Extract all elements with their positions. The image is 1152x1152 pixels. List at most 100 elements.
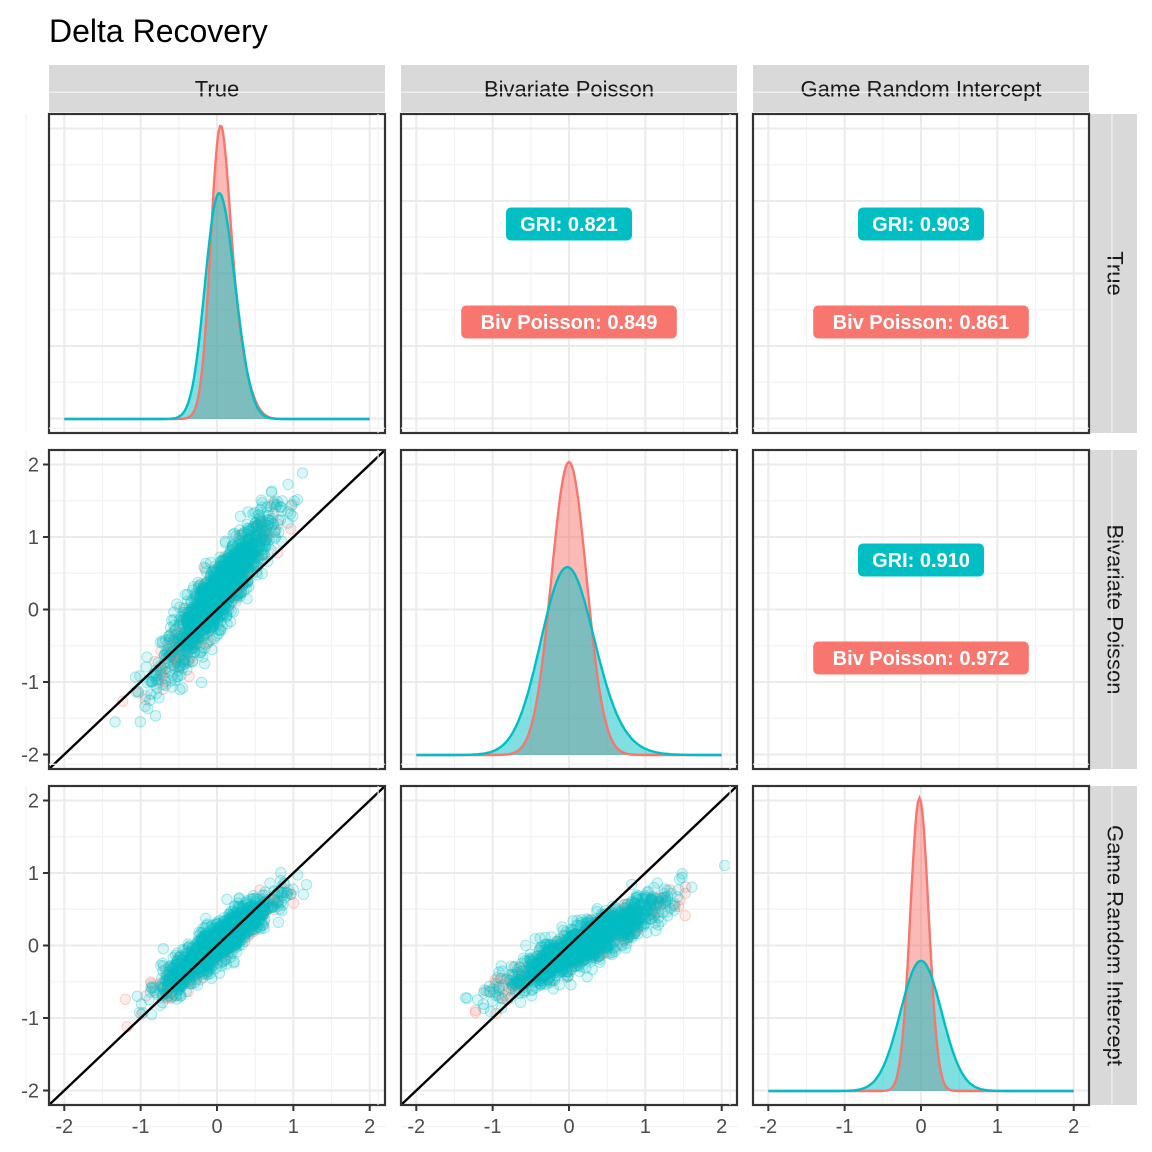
point-gri [197,585,210,598]
point-gri [216,590,228,602]
point-biv-poisson [217,574,229,586]
point-gri [211,582,223,594]
point-gri [219,535,231,547]
point-gri [204,634,217,646]
panel-grid: True Bivariate Poisson Game Random Interce… [21,65,1137,1138]
point-gri [243,541,255,554]
point-gri [257,524,269,537]
point-gri [208,583,220,595]
point-gri [213,603,226,616]
point-biv-poisson [202,626,214,639]
point-gri [203,613,216,626]
point-gri [193,597,206,610]
point-gri [204,618,216,630]
point-gri [218,594,230,607]
point-gri [236,564,249,577]
point-gri [274,514,287,526]
point-gri [686,881,698,893]
point-gri [142,702,154,715]
point-biv-poisson [251,520,263,533]
point-gri [145,675,158,687]
point-gri [274,501,287,513]
point-gri [243,548,255,560]
point-gri [227,554,240,566]
point-biv-poisson [221,568,234,581]
point-gri [218,588,230,600]
point-gri [229,546,242,559]
point-gri [168,659,180,671]
point-gri [231,563,243,575]
point-biv-poisson [190,603,203,615]
point-gri [254,540,266,552]
reference-line [49,450,385,769]
point-gri [237,549,249,561]
point-gri [188,608,200,620]
point-gri [212,586,225,598]
point-gri [199,594,211,606]
point-biv-poisson [220,578,232,590]
point-gri [229,570,241,582]
point-gri [201,591,213,603]
point-gri [268,498,280,510]
point-biv-poisson [207,598,219,610]
point-gri [204,571,217,583]
point-biv-poisson [216,580,229,592]
point-gri [252,519,264,531]
point-biv-poisson [258,547,270,560]
point-biv-poisson [222,913,235,925]
point-biv-poisson [179,602,191,615]
point-gri [180,614,193,627]
point-gri [190,638,202,651]
point-biv-poisson [162,637,174,649]
point-biv-poisson [183,670,195,682]
point-gri [207,599,220,611]
point-biv-poisson [227,567,239,579]
point-gri [229,556,242,569]
point-biv-poisson [240,557,252,569]
point-biv-poisson [201,615,213,627]
point-gri [226,579,238,592]
point-gri [262,520,274,532]
point-gri [129,671,142,683]
point-gri [197,651,209,663]
point-gri [249,517,262,529]
point-gri [159,679,172,692]
point-gri [213,568,226,580]
point-gri [205,566,218,578]
point-biv-poisson [233,571,245,584]
point-gri [219,579,232,591]
point-gri [223,583,236,595]
point-biv-poisson [177,959,189,971]
point-gri [170,656,182,668]
point-gri [218,567,230,579]
point-gri [198,609,210,621]
point-biv-poisson [211,593,223,605]
point-gri [250,519,263,532]
point-gri [207,609,220,621]
point-gri [189,613,202,625]
point-gri [205,575,218,587]
point-gri [221,552,234,564]
point-gri [174,630,186,642]
point-gri [221,572,234,584]
point-gri [207,583,219,596]
point-gri [211,612,224,625]
point-gri [260,541,272,553]
point-gri [208,590,220,603]
point-gri [163,633,176,645]
point-gri [144,694,156,706]
point-gri [192,580,205,592]
point-biv-poisson [259,525,271,537]
point-gri [205,601,217,613]
point-biv-poisson [169,654,181,667]
point-gri [171,671,183,683]
point-gri [250,534,263,546]
point-gri [230,563,242,575]
point-biv-poisson [166,967,179,980]
point-gri [194,612,206,625]
point-gri [241,593,253,605]
point-biv-poisson [233,560,245,572]
point-gri [215,585,227,597]
point-gri [226,549,238,562]
point-gri [231,562,244,574]
